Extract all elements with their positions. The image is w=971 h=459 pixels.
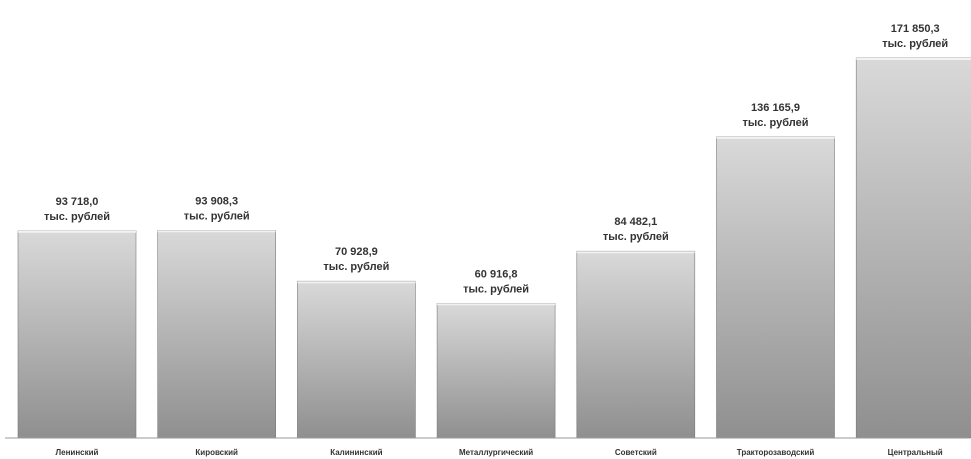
x-tick-label: Тракторозаводский: [737, 448, 815, 457]
data-label-unit: тыс. рублей: [882, 38, 948, 50]
data-label-unit: тыс. рублей: [323, 261, 389, 273]
data-label-value: 93 908,3: [195, 195, 238, 207]
data-label-value: 70 928,9: [335, 246, 378, 258]
data-label-unit: тыс. рублей: [743, 117, 809, 129]
data-label-unit: тыс. рублей: [463, 283, 529, 295]
labels-layer: 93 718,0 тыс. рублей Ленинский 93 908,3 тыс.…: [44, 23, 948, 457]
data-label-value: 171 850,3: [891, 23, 940, 35]
bar-6: [716, 136, 835, 439]
data-label-value: 136 165,9: [751, 102, 800, 114]
bar-2: [157, 230, 276, 439]
data-label-value: 60 916,8: [475, 268, 518, 280]
data-label-value: 84 482,1: [614, 216, 657, 228]
x-tick-label: Советский: [615, 448, 657, 457]
bar-1: [17, 230, 137, 439]
bars-layer: [17, 57, 971, 439]
bar-7: [855, 57, 971, 439]
data-label-unit: тыс. рублей: [44, 211, 110, 223]
data-label-unit: тыс. рублей: [603, 231, 669, 243]
data-label-value: 93 718,0: [56, 196, 99, 208]
x-tick-label: Ленинский: [56, 448, 99, 457]
x-tick-label: Кировский: [195, 448, 238, 457]
bar-4: [436, 302, 556, 439]
bar-5: [576, 250, 696, 439]
x-tick-label: Металлургический: [459, 448, 533, 457]
data-label-unit: тыс. рублей: [184, 210, 250, 222]
x-tick-label: Центральный: [888, 448, 943, 457]
x-tick-label: Калининский: [330, 448, 382, 457]
bar-3: [297, 280, 416, 439]
